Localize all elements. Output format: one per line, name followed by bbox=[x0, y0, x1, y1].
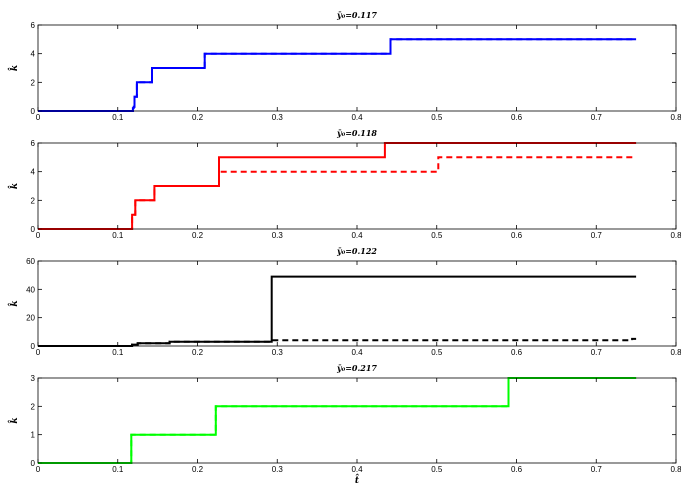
y-tick-label: 4 bbox=[31, 50, 36, 59]
x-tick-label: 0.8 bbox=[670, 465, 681, 474]
x-tick-label: 0.2 bbox=[192, 231, 204, 240]
x-tick-label: 0 bbox=[36, 348, 41, 357]
x-tick-label: 0.4 bbox=[351, 231, 363, 240]
series-line-dashed bbox=[38, 156, 637, 230]
y-tick-label: 2 bbox=[31, 78, 36, 87]
x-tick-label: 0.5 bbox=[431, 113, 443, 122]
y-axis-label: k̂ bbox=[7, 300, 20, 306]
y-tick-label: 0 bbox=[31, 459, 36, 468]
series-line-dashed bbox=[38, 377, 637, 464]
x-tick-label: 0.6 bbox=[511, 231, 523, 240]
x-tick-label: 0.1 bbox=[112, 348, 124, 357]
panel-title: ȳ₀=0.122 bbox=[336, 246, 377, 256]
series-line-dashed bbox=[38, 38, 637, 112]
x-tick-label: 0.8 bbox=[670, 231, 681, 240]
y-tick-label: 1 bbox=[31, 431, 36, 440]
x-tick-label: 0.2 bbox=[192, 465, 204, 474]
panel-1: 0 0.1 0.2 0.3 0.4 0.5 0.6 0.7 0.8 0 2 4 6 ȳ₀=0.117 k̂ bbox=[7, 10, 681, 122]
x-tick-label: 0.7 bbox=[591, 113, 603, 122]
x-tick-label: 0.3 bbox=[272, 348, 284, 357]
panel-4: 0 0.1 0.2 0.3 0.4 0.5 0.6 0.7 0.8 0 1 2 3 ȳ₀=0.217 k̂ t… bbox=[7, 363, 681, 486]
x-tick-label: 0.7 bbox=[591, 348, 603, 357]
x-tick-label: 0 bbox=[36, 113, 41, 122]
x-axis-label: t̂ bbox=[355, 473, 360, 486]
panel-title: ȳ₀=0.118 bbox=[336, 128, 377, 138]
x-tick-label: 0.3 bbox=[272, 113, 284, 122]
x-tick-label: 0.2 bbox=[192, 348, 204, 357]
y-tick-label: 40 bbox=[26, 285, 35, 294]
x-tick-label: 0.1 bbox=[112, 231, 124, 240]
y-tick-label: 0 bbox=[31, 225, 36, 234]
x-tick-label: 0.4 bbox=[351, 465, 363, 474]
series-line-dashed bbox=[38, 337, 637, 347]
x-tick-label: 0.6 bbox=[511, 348, 523, 357]
y-tick-label: 6 bbox=[31, 21, 36, 30]
axes-box bbox=[37, 260, 677, 347]
y-tick-label: 2 bbox=[31, 402, 36, 411]
series-line-solid bbox=[38, 38, 637, 112]
series-line-solid bbox=[38, 377, 637, 464]
x-tick-label: 0.8 bbox=[670, 113, 681, 122]
y-axis-label: k̂ bbox=[7, 65, 20, 71]
axes-box bbox=[37, 377, 677, 464]
series-line-solid bbox=[38, 275, 637, 347]
x-tick-label: 0.8 bbox=[670, 348, 681, 357]
y-tick-label: 60 bbox=[26, 257, 35, 266]
x-tick-label: 0.6 bbox=[511, 465, 523, 474]
x-tick-label: 0.7 bbox=[591, 465, 603, 474]
x-tick-label: 0.4 bbox=[351, 113, 363, 122]
x-tick-label: 0.7 bbox=[591, 231, 603, 240]
y-tick-label: 0 bbox=[31, 342, 36, 351]
series-line-solid bbox=[38, 142, 637, 230]
x-tick-label: 0.5 bbox=[431, 348, 443, 357]
x-tick-label: 0.1 bbox=[112, 465, 124, 474]
x-tick-label: 0.3 bbox=[272, 465, 284, 474]
y-axis-label: k̂ bbox=[7, 417, 20, 423]
panel-title: ȳ₀=0.117 bbox=[336, 10, 377, 20]
panel-2: 0 0.1 0.2 0.3 0.4 0.5 0.6 0.7 0.8 0 2 4 6 ȳ₀=0.118 k̂ bbox=[7, 128, 681, 240]
x-tick-label: 0.6 bbox=[511, 113, 523, 122]
panel-3: 0 0.1 0.2 0.3 0.4 0.5 0.6 0.7 0.8 0 20 40 60 ȳ₀=0.122… bbox=[7, 246, 681, 357]
x-tick-label: 0.3 bbox=[272, 231, 284, 240]
axes-box bbox=[37, 142, 677, 230]
panel-title: ȳ₀=0.217 bbox=[336, 363, 377, 373]
y-tick-label: 20 bbox=[26, 314, 35, 323]
y-tick-label: 2 bbox=[31, 196, 36, 205]
y-tick-label: 4 bbox=[31, 168, 36, 177]
x-tick-label: 0.2 bbox=[192, 113, 204, 122]
x-tick-label: 0.4 bbox=[351, 348, 363, 357]
x-tick-label: 0.1 bbox=[112, 113, 124, 122]
y-tick-label: 6 bbox=[31, 139, 36, 148]
x-tick-label: 0 bbox=[36, 465, 41, 474]
x-tick-label: 0 bbox=[36, 231, 41, 240]
y-tick-label: 3 bbox=[31, 374, 36, 383]
x-tick-label: 0.5 bbox=[431, 465, 443, 474]
y-axis-label: k̂ bbox=[7, 183, 20, 189]
x-tick-label: 0.5 bbox=[431, 231, 443, 240]
y-tick-label: 0 bbox=[31, 107, 36, 116]
